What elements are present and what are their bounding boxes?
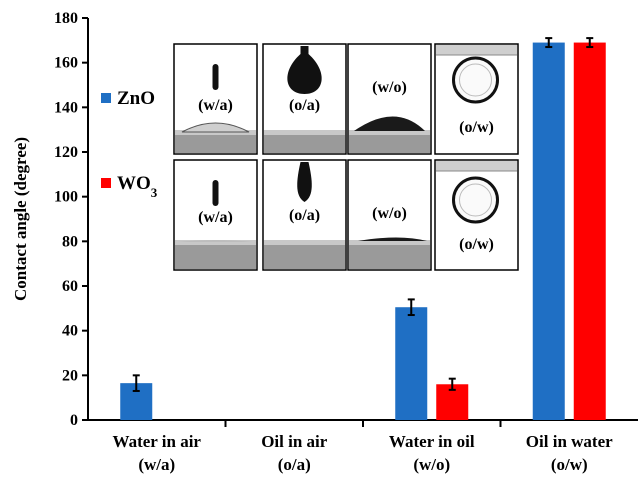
substrate-edge	[175, 240, 256, 245]
substrate	[264, 130, 345, 153]
inset-panel: (o/w)	[434, 43, 519, 155]
legend-label-WO3: WO3	[117, 173, 158, 200]
needle	[300, 46, 309, 56]
inset-panel: (w/a)	[173, 43, 258, 155]
inset-label: (w/o)	[372, 79, 407, 96]
inset-label: (o/w)	[459, 236, 494, 253]
inset-label: (o/w)	[459, 119, 494, 136]
needle	[212, 180, 219, 206]
legend-subscript: 3	[151, 185, 158, 200]
inset-panel: (w/o)	[347, 159, 432, 271]
oil-bubble	[452, 176, 499, 224]
y-tick-label: 120	[54, 144, 78, 161]
substrate-edge	[264, 240, 345, 245]
y-tick-label: 40	[62, 323, 78, 340]
oil-bubble-highlight	[459, 63, 492, 97]
x-category-sublabel: (w/a)	[138, 455, 175, 474]
inset-panel: (o/a)	[262, 159, 347, 271]
y-tick-label: 100	[54, 189, 78, 206]
inset-panel: (w/a)	[173, 159, 258, 271]
x-category-sublabel: (o/w)	[551, 455, 588, 474]
substrate-top	[436, 45, 517, 55]
inset-label: (o/a)	[289, 97, 320, 114]
inset-label: (o/a)	[289, 207, 320, 224]
substrate-edge	[264, 130, 345, 135]
y-tick-label: 80	[62, 233, 78, 250]
inset-label: (w/o)	[372, 205, 407, 222]
y-tick-label: 0	[70, 412, 78, 429]
oil-droplet	[297, 162, 312, 202]
substrate	[349, 130, 430, 153]
y-tick-label: 60	[62, 278, 78, 295]
y-tick-label: 180	[54, 10, 78, 27]
legend-swatch-ZnO	[101, 93, 111, 103]
oil-bubble-highlight	[459, 183, 492, 217]
water-droplet	[178, 240, 253, 242]
bar-ZnO-2	[395, 307, 428, 420]
y-tick-label: 140	[54, 99, 78, 116]
y-tick-label: 160	[54, 55, 78, 72]
inset-panel: (w/o)	[347, 43, 432, 155]
axes: 0 20 40 60 80 100 120 140 160 180 Contact angle (d…	[11, 10, 638, 474]
x-category-label: Water in oil	[389, 432, 475, 451]
substrate-edge	[349, 130, 430, 135]
inset-label: (w/a)	[198, 97, 233, 114]
water-droplet-in-oil	[354, 116, 425, 131]
x-category-label: Oil in air	[261, 432, 328, 451]
substrate-edge	[349, 240, 430, 245]
substrate-top	[436, 161, 517, 171]
oil-droplet	[287, 54, 322, 94]
substrate	[175, 130, 256, 153]
y-tick-label: 20	[62, 367, 78, 384]
inset-panel: (o/a)	[262, 43, 347, 155]
x-category-label: Water in air	[113, 432, 202, 451]
legend-swatch-WO3	[101, 178, 111, 188]
x-category-sublabel: (o/a)	[278, 455, 311, 474]
bar-WO3-3	[573, 42, 606, 421]
y-axis-title: Contact angle (degree)	[11, 137, 30, 301]
inset-panel: (o/w)	[434, 159, 519, 271]
inset-images: (w/a) (o/a) (w/o) (o/w) (w/a) (o/a) (w/o) (o/w)	[173, 43, 519, 271]
bar-ZnO-3	[532, 42, 565, 421]
legend-label-ZnO: ZnO	[117, 88, 155, 109]
oil-bubble	[452, 56, 499, 104]
x-category-label: Oil in water	[526, 432, 613, 451]
bars	[120, 37, 606, 421]
x-category-sublabel: (w/o)	[413, 455, 450, 474]
legend: ZnO WO3	[101, 88, 158, 200]
water-droplet	[181, 122, 250, 133]
water-droplet-in-oil	[358, 237, 427, 241]
needle	[212, 64, 219, 90]
inset-label: (w/a)	[198, 209, 233, 226]
